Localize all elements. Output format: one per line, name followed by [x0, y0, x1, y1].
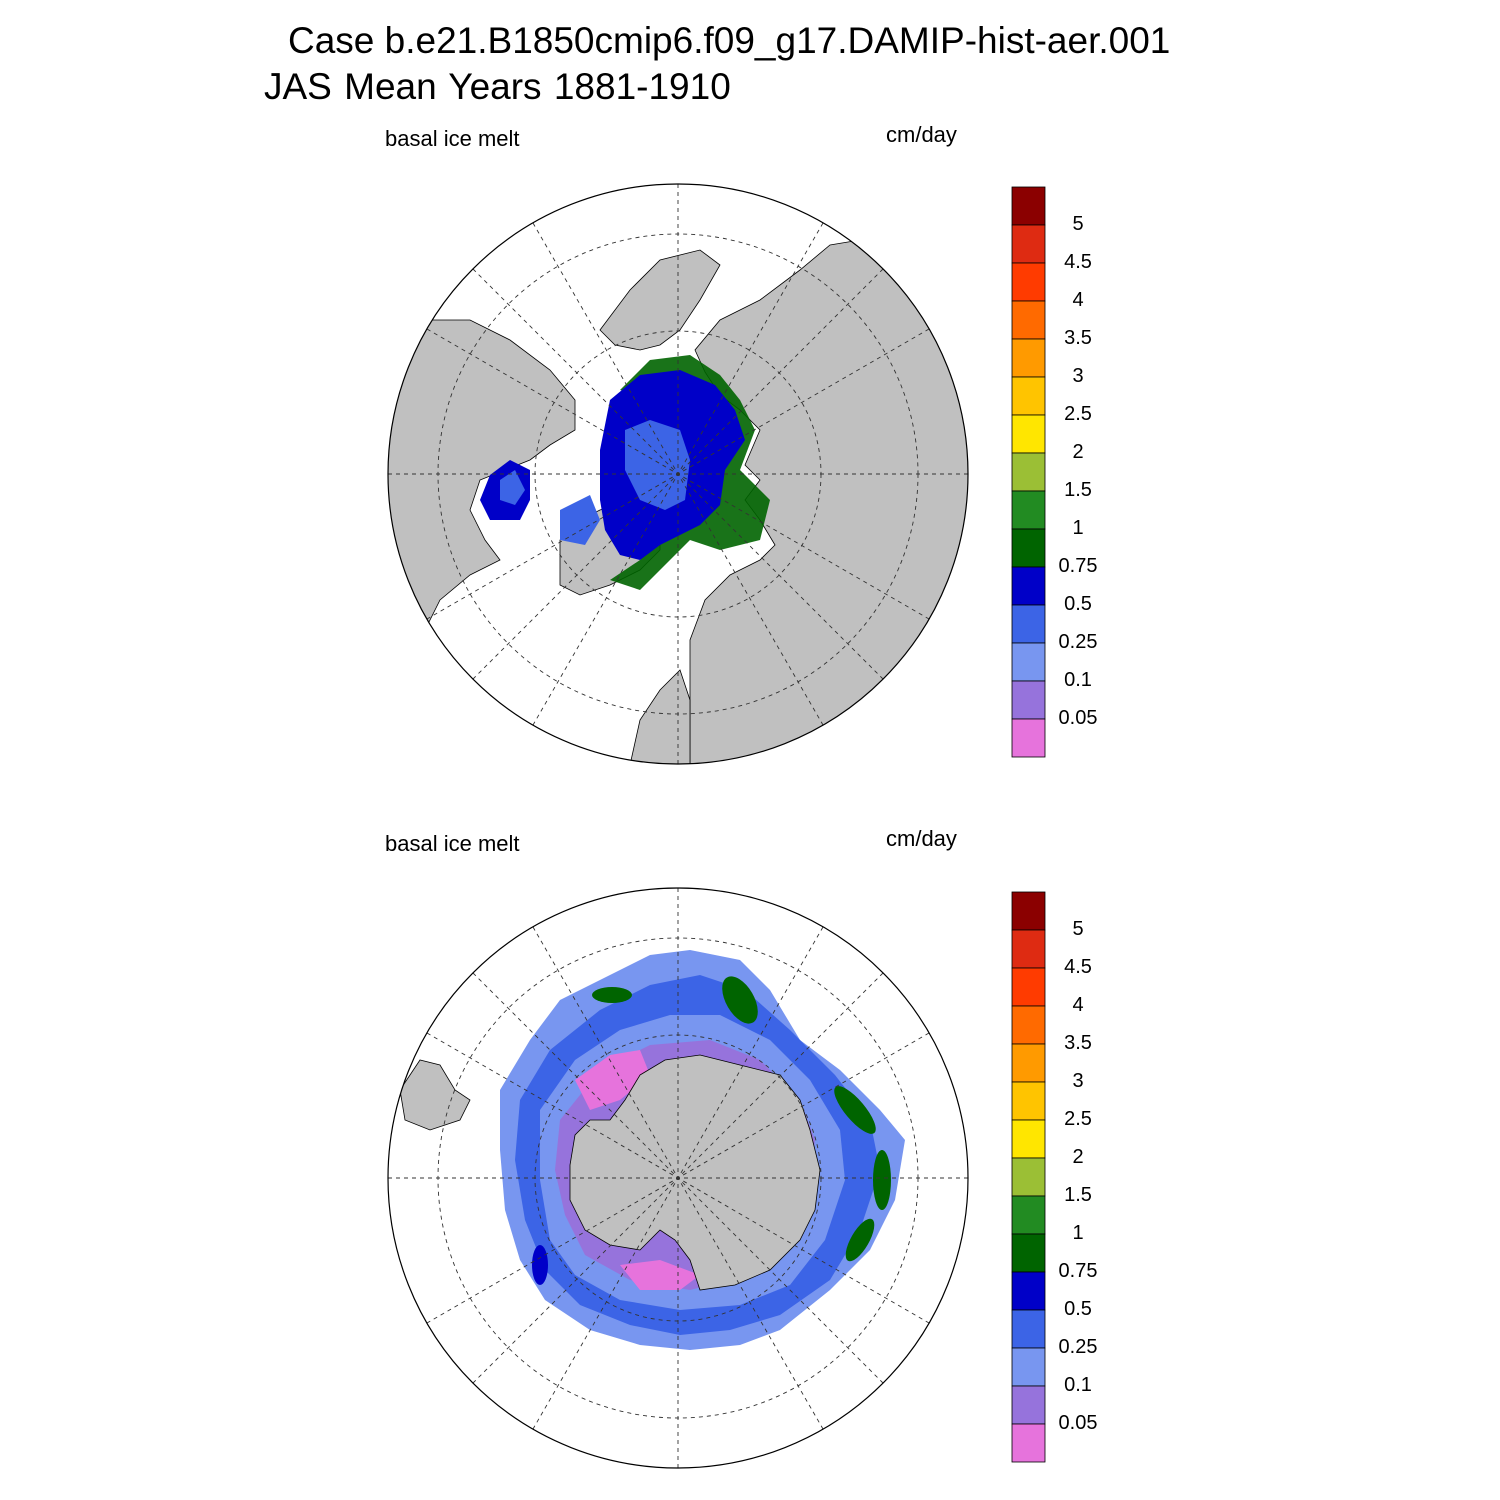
south-melt-green-5	[845, 1218, 875, 1262]
south-melt-pink-weddell	[575, 1050, 650, 1110]
south-colorbar-label: 2	[1072, 1146, 1084, 1168]
north-colorbar-label: 0.25	[1058, 631, 1098, 653]
north-colorbar-label: 1	[1072, 517, 1084, 539]
north-colorbar-swatch	[1011, 186, 1046, 226]
figure-title-line1: Case b.e21.B1850cmip6.f09_g17.DAMIP-hist…	[288, 20, 1171, 61]
north-colorbar-label: 2.5	[1064, 403, 1092, 425]
south-colorbar-swatch	[1011, 891, 1046, 931]
north-colorbar-label: 3.5	[1064, 327, 1092, 349]
south-colorbar-swatch	[1011, 1271, 1046, 1311]
north-colorbar-swatch	[1011, 262, 1046, 302]
north-colorbar-label: 5	[1072, 213, 1084, 235]
south-colorbar-label: 4.5	[1064, 956, 1092, 978]
north-colorbar-label: 0.1	[1064, 669, 1092, 691]
north-melt-hudson	[560, 495, 600, 545]
north-polar-map	[387, 183, 969, 765]
north-colorbar-label: 4.5	[1064, 251, 1092, 273]
south-land-antarctica	[569, 1054, 821, 1291]
south-colorbar-swatch	[1011, 967, 1046, 1007]
south-land-south-america	[399, 1059, 471, 1131]
south-colorbar-swatch	[1011, 1157, 1046, 1197]
south-colorbar-swatch	[1011, 1043, 1046, 1083]
south-melt-green-1	[722, 976, 758, 1024]
north-colorbar-swatch	[1011, 604, 1046, 644]
north-colorbar	[1011, 186, 1046, 758]
south-melt-green-3	[834, 1086, 876, 1134]
south-polar-map	[387, 887, 969, 1469]
south-colorbar-swatch	[1011, 1195, 1046, 1235]
north-colorbar-swatch	[1011, 338, 1046, 378]
south-colorbar-label: 1	[1072, 1222, 1084, 1244]
south-colorbar-label: 3.5	[1064, 1032, 1092, 1054]
south-colorbar-label: 1.5	[1064, 1184, 1092, 1206]
north-colorbar-swatch	[1011, 376, 1046, 416]
north-colorbar-swatch	[1011, 642, 1046, 682]
south-colorbar-label: 0.75	[1058, 1260, 1098, 1282]
south-colorbar-label: 3	[1072, 1070, 1084, 1092]
south-colorbar-swatch	[1011, 1119, 1046, 1159]
south-colorbar-label: 4	[1072, 994, 1084, 1016]
south-colorbar-swatch	[1011, 1423, 1046, 1463]
north-variable-label: basal ice melt	[385, 126, 520, 151]
north-colorbar-swatch	[1011, 528, 1046, 568]
south-colorbar-label: 0.25	[1058, 1336, 1098, 1358]
south-map-border	[387, 887, 969, 1469]
north-colorbar-swatch	[1011, 680, 1046, 720]
north-colorbar-swatch	[1011, 490, 1046, 530]
north-colorbar-label: 0.75	[1058, 555, 1098, 577]
north-colorbar-swatch	[1011, 718, 1046, 758]
north-land-europe	[629, 669, 691, 764]
north-graticule	[388, 184, 968, 764]
south-colorbar-swatch	[1011, 1385, 1046, 1425]
north-melt-medblue	[625, 420, 690, 510]
south-graticule	[388, 888, 968, 1468]
north-colorbar-label: 3	[1072, 365, 1084, 387]
north-colorbar-swatch	[1011, 414, 1046, 454]
north-melt-layer	[480, 355, 770, 590]
south-melt-green-2	[592, 987, 632, 1003]
north-units-label: cm/day	[886, 122, 957, 147]
south-colorbar-swatch	[1011, 1005, 1046, 1045]
north-melt-baffin-light	[500, 470, 525, 505]
south-colorbar-swatch	[1011, 1081, 1046, 1121]
south-colorbar-swatch	[1011, 929, 1046, 969]
south-colorbar-label: 0.5	[1064, 1298, 1092, 1320]
north-colorbar-swatch	[1011, 566, 1046, 606]
south-colorbar-swatch	[1011, 1309, 1046, 1349]
south-melt-pink-ross	[620, 1260, 700, 1290]
north-colorbar-swatch	[1011, 224, 1046, 264]
north-land-alaska	[599, 249, 721, 351]
south-colorbar	[1011, 891, 1046, 1463]
north-map-border	[387, 183, 969, 765]
south-colorbar-swatch	[1011, 1347, 1046, 1387]
south-colorbar-label: 5	[1072, 918, 1084, 940]
south-melt-green-4	[873, 1150, 891, 1210]
south-colorbar-label: 0.05	[1058, 1412, 1098, 1434]
north-colorbar-label: 4	[1072, 289, 1084, 311]
south-colorbar-label: 2.5	[1064, 1108, 1092, 1130]
north-colorbar-label: 1.5	[1064, 479, 1092, 501]
south-melt-layer	[399, 950, 905, 1350]
north-colorbar-swatch	[1011, 452, 1046, 492]
north-colorbar-label: 0.05	[1058, 707, 1098, 729]
south-colorbar-label: 0.1	[1064, 1374, 1092, 1396]
figure-title-line2: JAS Mean Years 1881-1910	[264, 66, 731, 107]
south-variable-label: basal ice melt	[385, 831, 520, 856]
south-colorbar-swatch	[1011, 1233, 1046, 1273]
north-colorbar-label: 0.5	[1064, 593, 1092, 615]
south-units-label: cm/day	[886, 826, 957, 851]
south-melt-blue-spot	[532, 1245, 548, 1285]
north-colorbar-swatch	[1011, 300, 1046, 340]
north-colorbar-label: 2	[1072, 441, 1084, 463]
north-land-layer	[388, 239, 968, 764]
